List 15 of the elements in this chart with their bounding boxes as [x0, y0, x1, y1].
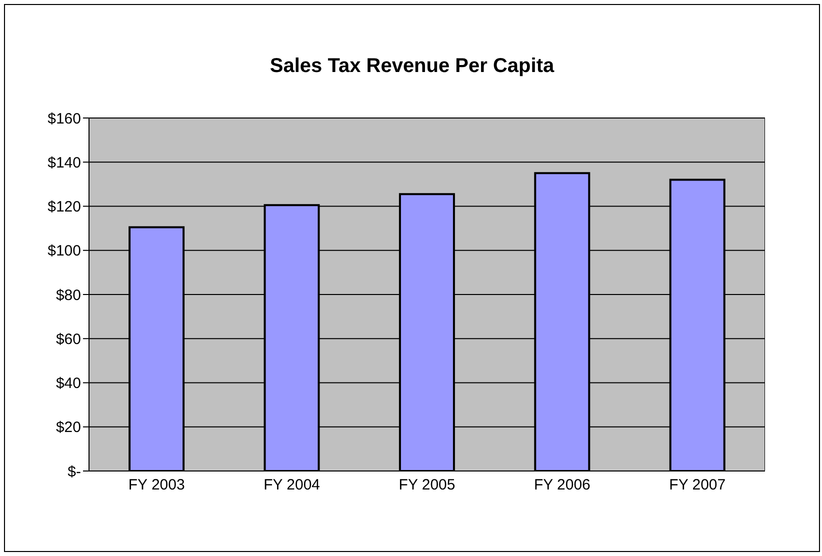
- x-tick-label: FY 2006: [534, 476, 590, 494]
- y-tick-label: $60: [56, 330, 81, 348]
- y-tick-label: $120: [48, 198, 81, 216]
- y-tick-label: $20: [56, 419, 81, 436]
- x-tick-label: FY 2004: [264, 476, 320, 494]
- y-tick-label: $140: [48, 154, 81, 172]
- x-tick-label: FY 2007: [669, 476, 726, 494]
- x-tick-label: FY 2003: [128, 476, 185, 494]
- y-tick-label: $80: [56, 286, 81, 304]
- y-tick-label: $160: [48, 110, 81, 128]
- x-tick-label: FY 2005: [398, 476, 456, 494]
- y-tick-label: $40: [56, 375, 81, 392]
- y-tick-label: $-: [68, 463, 81, 480]
- chart-title: Sales Tax Revenue Per Capita: [268, 55, 556, 78]
- y-tick-label: $100: [48, 242, 81, 260]
